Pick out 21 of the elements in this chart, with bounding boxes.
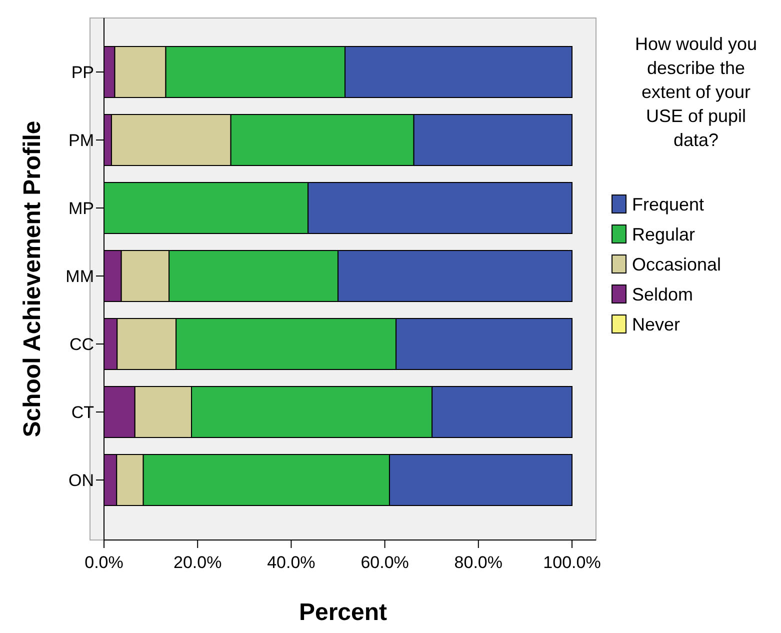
y-axis-title: School Achievement Profile [19,120,46,438]
x-tick-label: 0.0% [84,553,124,572]
y-tick-label: CC [69,334,94,354]
legend-label: Frequent [632,194,704,214]
y-tick-label: PM [68,130,94,150]
legend-title: How would you describe the extent of your USE of pupil data? [634,34,758,150]
y-tick-label: CT [71,402,94,422]
y-tick-label: MP [68,198,94,218]
x-tick-label: 80.0% [454,553,502,572]
y-tick-label: PP [71,62,94,82]
legend-label: Seldom [632,284,694,304]
x-tick-label: 60.0% [360,553,409,572]
legend-label: Regular [632,224,696,244]
legend-label: Never [632,314,680,334]
x-tick-label: 20.0% [174,553,222,572]
legend-label: Occasional [632,254,722,274]
x-tick-label: 40.0% [267,553,316,572]
y-tick-label: MM [66,266,94,286]
y-tick-label: ON [68,470,94,490]
x-tick-label: 100.0% [543,553,601,572]
x-axis-title: Percent [298,599,388,626]
